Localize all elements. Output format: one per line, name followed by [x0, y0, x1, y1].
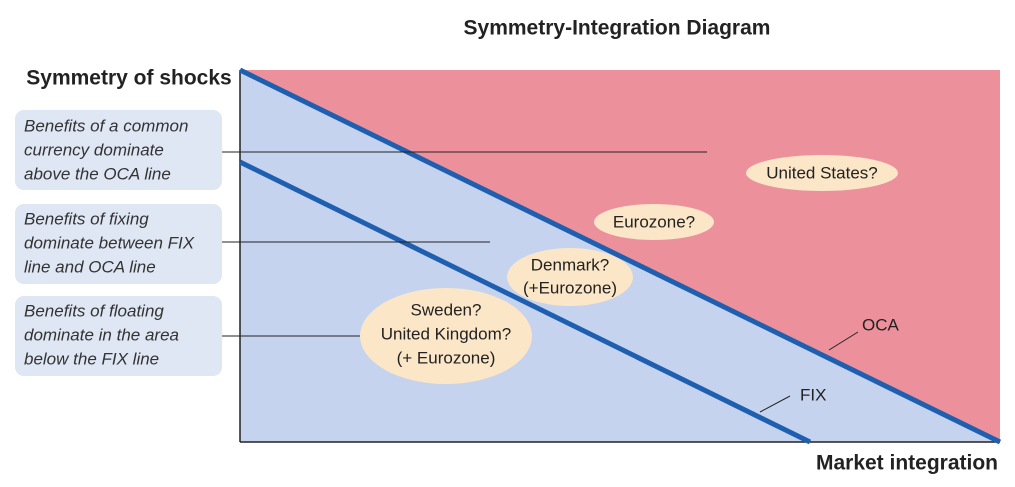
x-axis-label: Market integration [816, 452, 998, 475]
note-text: dominate in the area [24, 325, 179, 344]
note-text: dominate between FIX [24, 233, 195, 252]
country-label: United States? [766, 163, 878, 182]
note-box [15, 296, 222, 376]
note-text: above the OCA line [24, 164, 171, 183]
label-pointer [828, 331, 859, 351]
note-text: Benefits of fixing [24, 209, 149, 228]
country-label: Denmark? [531, 255, 609, 274]
fix-line [238, 159, 812, 445]
country-bubble [507, 248, 633, 306]
note-box [15, 110, 222, 190]
note-text: below the FIX line [24, 349, 159, 368]
country-label: Eurozone? [613, 212, 695, 231]
country-label: United Kingdom? [381, 324, 511, 343]
note-text: Benefits of a common [24, 116, 188, 135]
note-text: line and OCA line [24, 257, 156, 276]
y-axis-label: Symmetry of shocks [26, 67, 231, 90]
oca-line [238, 67, 1002, 445]
country-label: (+Eurozone) [523, 278, 617, 297]
fix-label: FIX [800, 385, 826, 404]
label-pointer [759, 395, 791, 413]
country-bubble [360, 288, 532, 384]
country-label: (+ Eurozone) [397, 348, 496, 367]
oca-label: OCA [862, 315, 900, 334]
note-text: Benefits of floating [24, 301, 164, 320]
title: Symmetry-Integration Diagram [464, 17, 771, 40]
country-label: Sweden? [411, 300, 482, 319]
note-text: currency dominate [24, 140, 164, 159]
country-bubble [594, 204, 714, 240]
country-bubble [746, 155, 898, 191]
note-box [15, 204, 222, 284]
